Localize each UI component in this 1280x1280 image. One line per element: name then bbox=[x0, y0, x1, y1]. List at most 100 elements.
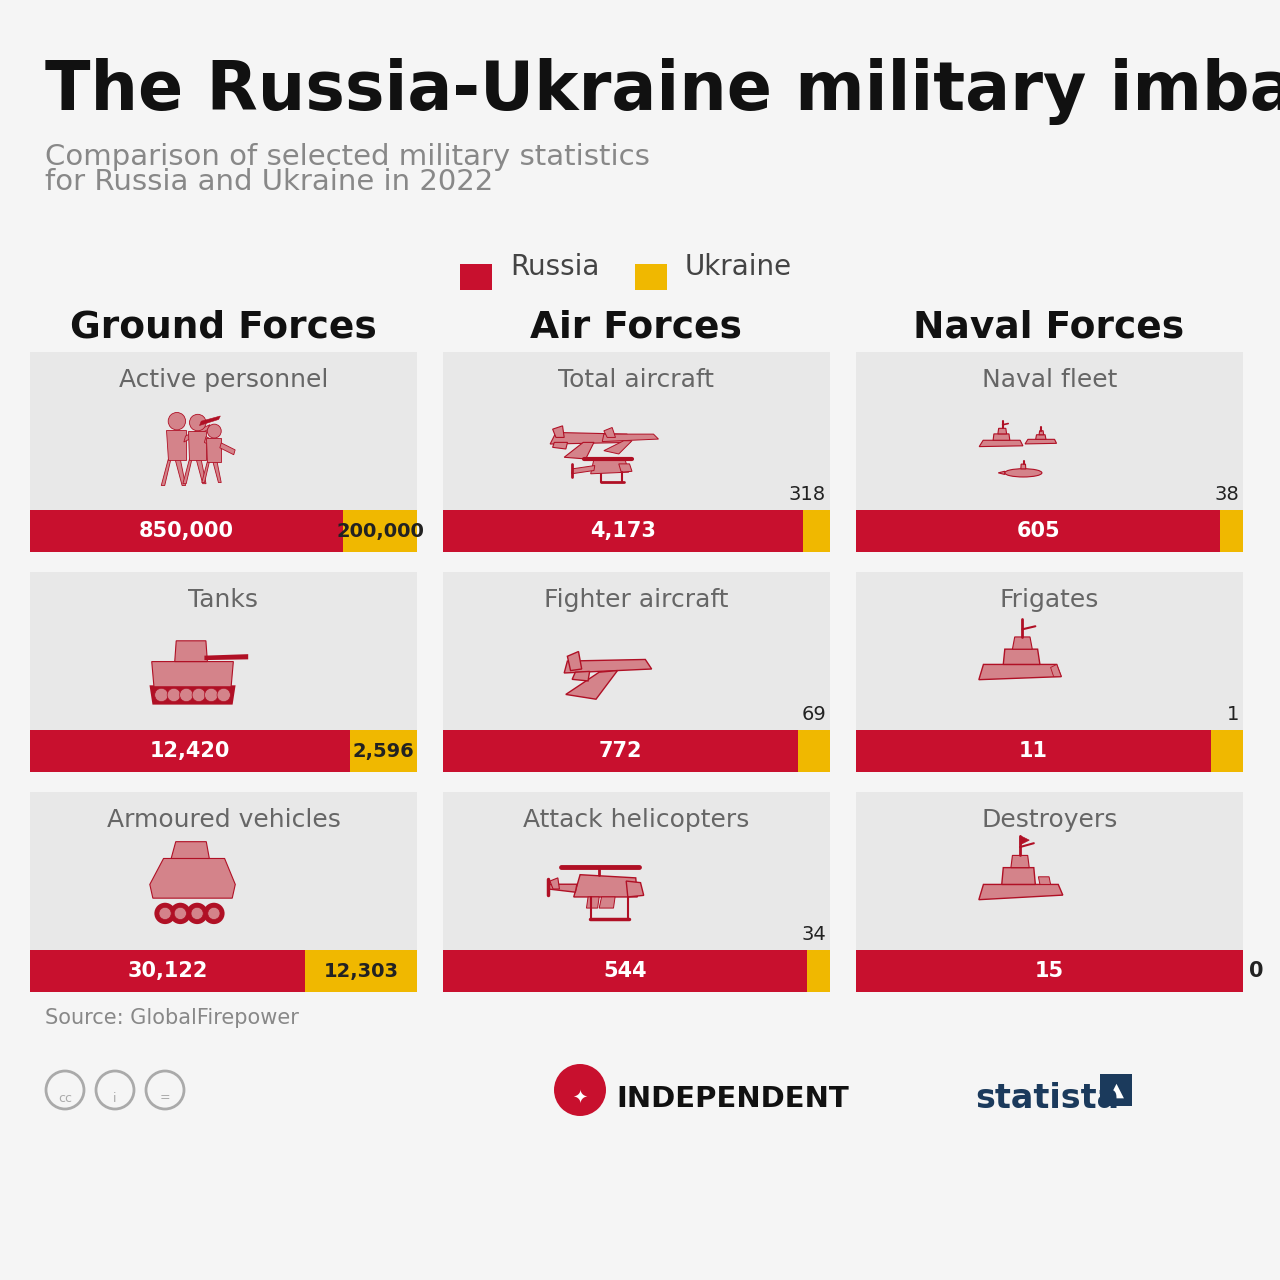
Text: Fighter aircraft: Fighter aircraft bbox=[544, 588, 728, 612]
Text: 12,303: 12,303 bbox=[324, 961, 398, 980]
FancyBboxPatch shape bbox=[443, 352, 829, 552]
Text: 11: 11 bbox=[1019, 741, 1048, 762]
Polygon shape bbox=[998, 429, 1006, 434]
Polygon shape bbox=[205, 436, 223, 451]
Polygon shape bbox=[1051, 664, 1061, 677]
Text: 605: 605 bbox=[1016, 521, 1060, 541]
Text: Russia: Russia bbox=[509, 253, 599, 282]
FancyBboxPatch shape bbox=[1211, 730, 1243, 772]
Polygon shape bbox=[150, 685, 236, 704]
Polygon shape bbox=[993, 434, 1010, 440]
Text: Destroyers: Destroyers bbox=[982, 808, 1117, 832]
Polygon shape bbox=[998, 471, 1005, 475]
Text: 850,000: 850,000 bbox=[140, 521, 234, 541]
Polygon shape bbox=[205, 654, 248, 660]
Circle shape bbox=[207, 424, 221, 438]
Polygon shape bbox=[1036, 435, 1046, 439]
FancyBboxPatch shape bbox=[1220, 509, 1243, 552]
FancyBboxPatch shape bbox=[1100, 1074, 1132, 1106]
Text: statista: statista bbox=[975, 1083, 1119, 1115]
Text: for Russia and Ukraine in 2022: for Russia and Ukraine in 2022 bbox=[45, 168, 493, 196]
Text: Naval Forces: Naval Forces bbox=[914, 310, 1184, 346]
Text: 318: 318 bbox=[788, 485, 826, 504]
FancyBboxPatch shape bbox=[29, 792, 417, 992]
FancyBboxPatch shape bbox=[443, 792, 829, 992]
Polygon shape bbox=[548, 884, 577, 892]
Text: 38: 38 bbox=[1215, 485, 1239, 504]
Polygon shape bbox=[206, 438, 221, 462]
Text: cc: cc bbox=[58, 1092, 72, 1105]
Circle shape bbox=[168, 412, 186, 430]
Text: Air Forces: Air Forces bbox=[530, 310, 742, 346]
FancyBboxPatch shape bbox=[856, 730, 1211, 772]
Text: 69: 69 bbox=[801, 705, 826, 724]
FancyBboxPatch shape bbox=[635, 264, 667, 291]
Circle shape bbox=[174, 908, 187, 919]
FancyBboxPatch shape bbox=[29, 352, 417, 552]
Text: 34: 34 bbox=[801, 925, 826, 945]
Text: 1: 1 bbox=[1226, 705, 1239, 724]
Polygon shape bbox=[183, 460, 192, 484]
Text: Naval fleet: Naval fleet bbox=[982, 369, 1117, 392]
Polygon shape bbox=[604, 440, 632, 454]
Text: Attack helicopters: Attack helicopters bbox=[524, 808, 750, 832]
FancyBboxPatch shape bbox=[803, 509, 829, 552]
Circle shape bbox=[218, 689, 230, 701]
Text: Ukraine: Ukraine bbox=[685, 253, 792, 282]
Polygon shape bbox=[979, 440, 1023, 447]
Text: ✦: ✦ bbox=[572, 1091, 588, 1108]
FancyBboxPatch shape bbox=[460, 264, 492, 291]
Text: 12,420: 12,420 bbox=[150, 741, 230, 762]
Polygon shape bbox=[626, 881, 644, 897]
FancyBboxPatch shape bbox=[351, 730, 417, 772]
Circle shape bbox=[168, 689, 180, 701]
Polygon shape bbox=[1004, 649, 1039, 664]
Text: =: = bbox=[160, 1092, 170, 1105]
Polygon shape bbox=[1012, 637, 1032, 649]
FancyBboxPatch shape bbox=[29, 572, 417, 772]
Text: 544: 544 bbox=[603, 961, 646, 980]
Polygon shape bbox=[599, 897, 616, 908]
Polygon shape bbox=[553, 426, 564, 438]
Polygon shape bbox=[161, 460, 170, 485]
FancyBboxPatch shape bbox=[443, 950, 808, 992]
Polygon shape bbox=[979, 664, 1061, 680]
Text: ▲: ▲ bbox=[1108, 1080, 1124, 1100]
Text: Armoured vehicles: Armoured vehicles bbox=[106, 808, 340, 832]
Polygon shape bbox=[175, 641, 207, 662]
Polygon shape bbox=[564, 443, 594, 460]
Polygon shape bbox=[550, 878, 559, 890]
Polygon shape bbox=[550, 433, 630, 444]
Polygon shape bbox=[196, 460, 206, 484]
Text: 2,596: 2,596 bbox=[353, 741, 415, 760]
Polygon shape bbox=[566, 671, 617, 699]
Text: Comparison of selected military statistics: Comparison of selected military statisti… bbox=[45, 143, 650, 172]
FancyBboxPatch shape bbox=[856, 352, 1243, 552]
FancyBboxPatch shape bbox=[343, 509, 417, 552]
Circle shape bbox=[205, 689, 218, 701]
Circle shape bbox=[204, 902, 224, 924]
Text: 30,122: 30,122 bbox=[127, 961, 207, 980]
Polygon shape bbox=[188, 431, 206, 460]
Text: Tanks: Tanks bbox=[188, 588, 259, 612]
Text: Source: GlobalFirepower: Source: GlobalFirepower bbox=[45, 1009, 298, 1028]
Circle shape bbox=[207, 908, 220, 919]
Circle shape bbox=[179, 689, 193, 701]
Polygon shape bbox=[184, 425, 210, 442]
Polygon shape bbox=[1021, 465, 1025, 468]
FancyBboxPatch shape bbox=[856, 509, 1220, 552]
FancyBboxPatch shape bbox=[29, 730, 351, 772]
Text: i: i bbox=[113, 1092, 116, 1105]
Circle shape bbox=[170, 902, 191, 924]
FancyBboxPatch shape bbox=[799, 730, 829, 772]
FancyBboxPatch shape bbox=[29, 950, 305, 992]
FancyBboxPatch shape bbox=[808, 950, 829, 992]
Text: Active personnel: Active personnel bbox=[119, 369, 328, 392]
Polygon shape bbox=[1025, 439, 1056, 444]
FancyBboxPatch shape bbox=[443, 730, 799, 772]
Polygon shape bbox=[200, 416, 220, 425]
Polygon shape bbox=[604, 428, 616, 438]
Circle shape bbox=[192, 689, 206, 701]
Polygon shape bbox=[1002, 868, 1036, 884]
Circle shape bbox=[155, 689, 168, 701]
